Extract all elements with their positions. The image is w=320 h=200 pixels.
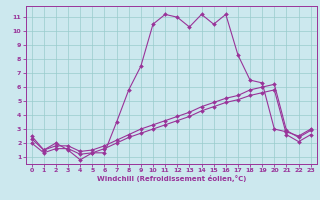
X-axis label: Windchill (Refroidissement éolien,°C): Windchill (Refroidissement éolien,°C) [97, 175, 246, 182]
